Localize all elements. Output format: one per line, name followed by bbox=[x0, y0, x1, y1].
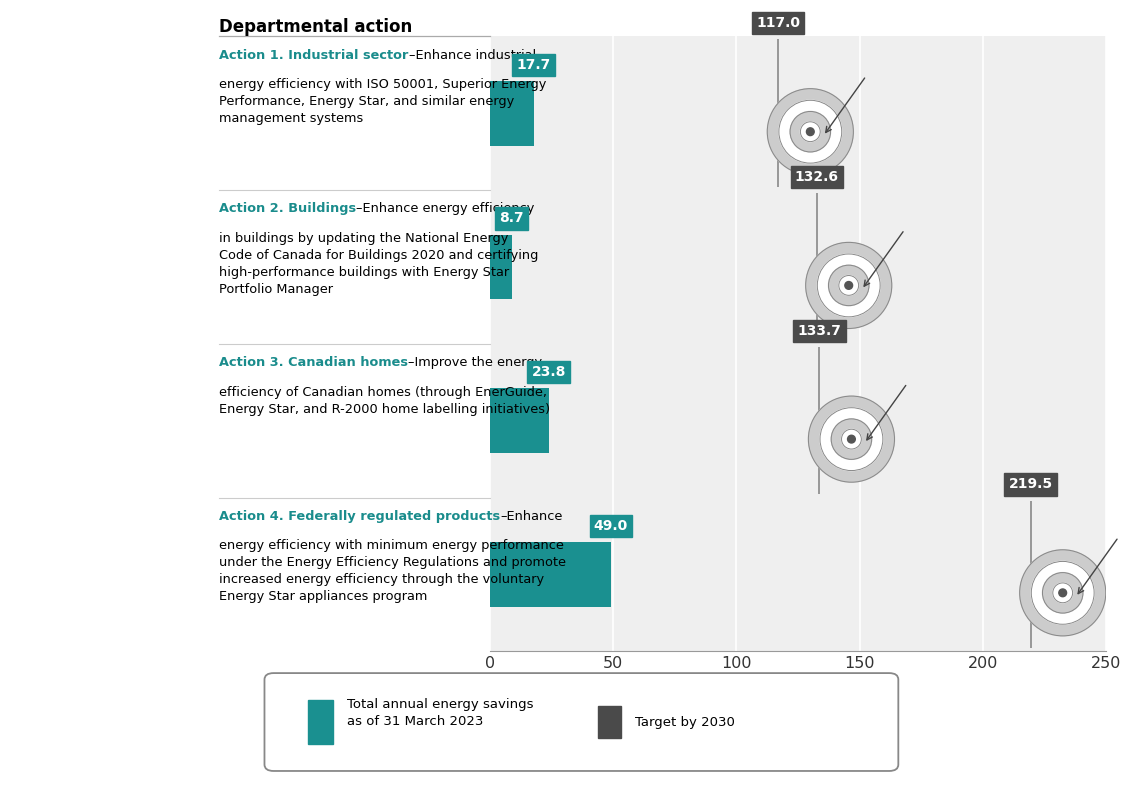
Ellipse shape bbox=[847, 435, 855, 443]
Text: 8.7: 8.7 bbox=[499, 211, 524, 226]
Text: –Enhance industrial: –Enhance industrial bbox=[409, 49, 536, 61]
Circle shape bbox=[822, 700, 865, 743]
Text: 117.0: 117.0 bbox=[756, 16, 800, 30]
Ellipse shape bbox=[831, 419, 872, 460]
Text: –Improve the energy: –Improve the energy bbox=[408, 356, 543, 369]
Bar bbox=[490, 190, 1106, 344]
Text: –Enhance: –Enhance bbox=[500, 510, 563, 523]
Text: Total annual energy savings
as of 31 March 2023: Total annual energy savings as of 31 Mar… bbox=[347, 698, 534, 728]
Ellipse shape bbox=[806, 243, 891, 328]
Ellipse shape bbox=[1019, 550, 1106, 636]
Text: Target by 2030: Target by 2030 bbox=[635, 715, 735, 729]
Ellipse shape bbox=[767, 89, 854, 175]
Ellipse shape bbox=[1053, 583, 1073, 603]
Bar bbox=[490, 36, 1106, 190]
Ellipse shape bbox=[1042, 573, 1083, 613]
Text: 132.6: 132.6 bbox=[795, 170, 839, 184]
Text: 219.5: 219.5 bbox=[1009, 477, 1052, 491]
Bar bbox=[490, 235, 512, 299]
Circle shape bbox=[837, 714, 850, 729]
Ellipse shape bbox=[839, 276, 858, 295]
Circle shape bbox=[841, 719, 846, 724]
Text: 49.0: 49.0 bbox=[594, 519, 628, 533]
Ellipse shape bbox=[1032, 561, 1094, 625]
X-axis label: Petajoules: Petajoules bbox=[744, 682, 852, 701]
Text: Action 3. Canadian homes: Action 3. Canadian homes bbox=[219, 356, 408, 369]
Bar bbox=[490, 498, 1106, 651]
Ellipse shape bbox=[841, 430, 862, 449]
Text: efficiency of Canadian homes (through EnerGuide,
Energy Star, and R-2000 home la: efficiency of Canadian homes (through En… bbox=[219, 386, 551, 416]
Circle shape bbox=[813, 691, 874, 752]
Bar bbox=[490, 344, 1106, 498]
Ellipse shape bbox=[808, 396, 895, 482]
Ellipse shape bbox=[790, 112, 831, 152]
Ellipse shape bbox=[845, 282, 853, 290]
Bar bbox=[490, 542, 611, 607]
Text: 133.7: 133.7 bbox=[798, 324, 841, 337]
Ellipse shape bbox=[829, 265, 869, 306]
Text: Departmental action: Departmental action bbox=[219, 18, 413, 36]
Bar bbox=[490, 388, 548, 453]
Text: Action 2. Buildings: Action 2. Buildings bbox=[219, 202, 357, 215]
Text: Action 1. Industrial sector: Action 1. Industrial sector bbox=[219, 49, 409, 61]
Text: –Enhance energy efficiency: –Enhance energy efficiency bbox=[357, 202, 535, 215]
Text: 23.8: 23.8 bbox=[531, 365, 565, 379]
Ellipse shape bbox=[806, 128, 814, 136]
Text: Action 4. Federally regulated products: Action 4. Federally regulated products bbox=[219, 510, 500, 523]
Text: energy efficiency with ISO 50001, Superior Energy
Performance, Energy Star, and : energy efficiency with ISO 50001, Superi… bbox=[219, 78, 547, 125]
Ellipse shape bbox=[800, 122, 820, 142]
Text: in buildings by updating the National Energy
Code of Canada for Buildings 2020 a: in buildings by updating the National En… bbox=[219, 232, 539, 296]
Ellipse shape bbox=[1059, 589, 1067, 597]
Text: 17.7: 17.7 bbox=[516, 57, 551, 72]
Ellipse shape bbox=[820, 408, 882, 471]
Ellipse shape bbox=[817, 254, 880, 317]
Ellipse shape bbox=[779, 100, 841, 163]
Text: energy efficiency with minimum energy performance
under the Energy Efficiency Re: energy efficiency with minimum energy pe… bbox=[219, 540, 567, 604]
Circle shape bbox=[829, 707, 858, 736]
Bar bbox=[490, 81, 534, 146]
